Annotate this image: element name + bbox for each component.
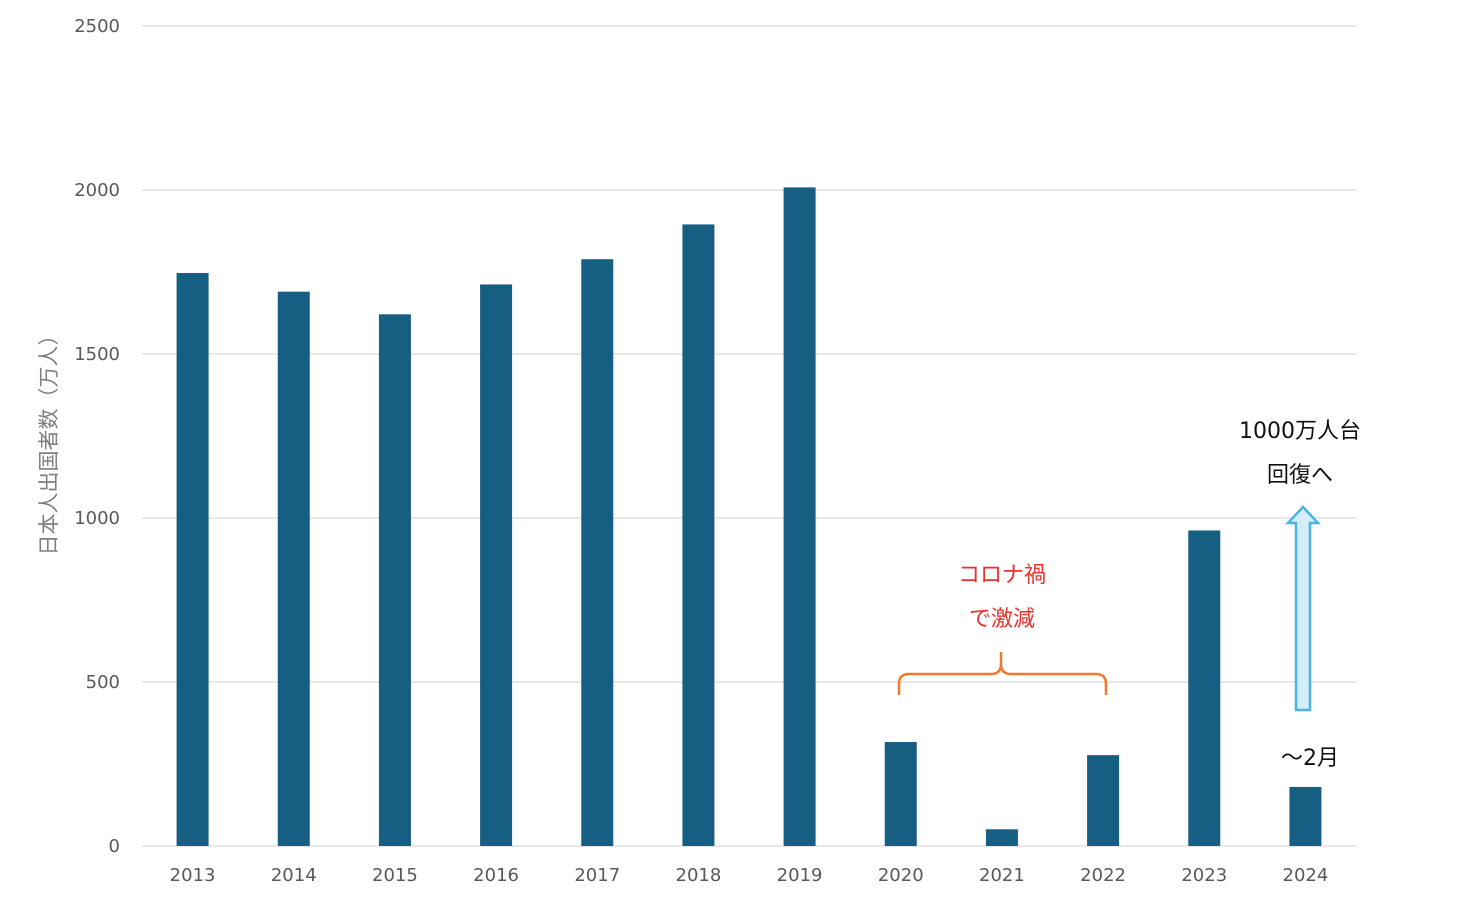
x-tick-label: 2020 <box>878 865 924 886</box>
partial-year-label: ～2月 <box>1281 746 1339 771</box>
y-tick-label: 1000 <box>74 508 120 529</box>
bar-2024 <box>1289 786 1322 846</box>
corona-annotation-line1: コロナ禍 <box>958 563 1046 588</box>
bar-2014 <box>277 291 310 846</box>
bar-2023 <box>1188 530 1221 846</box>
x-tick-label: 2015 <box>372 865 418 886</box>
x-tick-label: 2014 <box>271 865 317 886</box>
recovery-annotation-line2: 回復へ <box>1267 463 1333 488</box>
bar-2017 <box>581 259 614 846</box>
x-tick-label: 2024 <box>1283 865 1329 886</box>
bar-2016 <box>480 284 513 846</box>
x-tick-label: 2019 <box>777 865 823 886</box>
bar-2020 <box>884 742 917 846</box>
bar-2022 <box>1087 755 1120 846</box>
x-tick-label: 2013 <box>170 865 216 886</box>
x-tick-label: 2017 <box>574 865 620 886</box>
y-axis-label: 日本人出国者数（万人） <box>37 325 61 556</box>
y-tick-label: 500 <box>86 672 120 693</box>
y-tick-label: 0 <box>109 836 120 857</box>
x-tick-label: 2018 <box>676 865 722 886</box>
x-tick-label: 2022 <box>1080 865 1126 886</box>
x-tick-label: 2021 <box>979 865 1025 886</box>
x-tick-label: 2016 <box>473 865 519 886</box>
y-axis-ticks: 0 500 1000 1500 2000 2500 <box>74 16 120 857</box>
bar-2018 <box>682 224 715 846</box>
x-tick-label: 2023 <box>1181 865 1227 886</box>
y-tick-label: 2000 <box>74 180 120 201</box>
bar-2015 <box>378 314 411 846</box>
bars <box>176 187 1322 847</box>
bar-2013 <box>176 272 209 846</box>
corona-annotation-line2: で激減 <box>969 607 1035 632</box>
y-tick-label: 2500 <box>74 16 120 37</box>
bar-2021 <box>985 829 1018 846</box>
gridlines <box>142 25 1356 847</box>
x-axis-ticks: 2013 2014 2015 2016 2017 2018 2019 2020 2021 2022… <box>170 865 1329 886</box>
curly-brace <box>897 652 1108 695</box>
y-tick-label: 1500 <box>74 344 120 365</box>
up-arrow-icon <box>1285 505 1321 712</box>
recovery-annotation-line1: 1000万人台 <box>1239 419 1361 444</box>
bar-2019 <box>783 187 816 847</box>
